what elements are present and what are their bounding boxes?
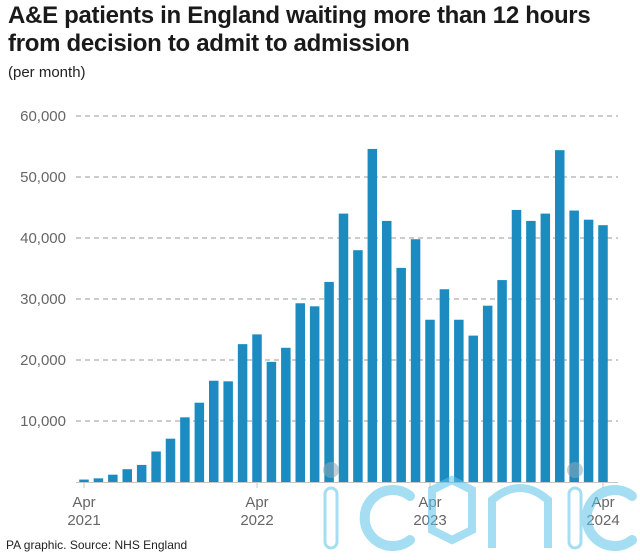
x-tick-label-year: 2024 [586,512,619,529]
bar [511,209,522,482]
bar [194,402,205,482]
bar [266,361,277,482]
bar [252,334,262,482]
bars [79,148,608,483]
watermark-glyph [323,486,339,550]
bar [583,219,594,482]
x-tick-label-month: Apr [245,494,268,511]
bar [555,150,565,482]
bar [569,210,579,483]
bar [338,213,349,482]
bar [209,380,219,482]
watermark-glyph [567,486,583,550]
bar [425,319,435,482]
bar [526,220,536,483]
bar [382,220,392,483]
y-tick-label: 10,000 [20,413,66,430]
source-footer: PA graphic. Source: NHS England [6,538,188,552]
bar [353,250,363,482]
bar [295,303,305,482]
iconic-watermark [323,462,637,551]
chart-title: A&E patients in England waiting more tha… [8,2,591,57]
bar [223,381,233,482]
y-tick-label: 20,000 [20,352,66,369]
bar [281,347,291,482]
bar [439,289,450,482]
y-tick-label: 60,000 [20,108,66,125]
x-tick-label-year: 2022 [240,512,273,529]
chart-subtitle: (per month) [8,64,86,81]
y-tick-label: 30,000 [20,291,66,308]
bar [497,280,507,482]
y-tick-label: 50,000 [20,169,66,186]
bar [410,239,421,482]
bar [93,478,104,482]
bar [180,417,190,482]
bar [454,319,464,482]
bar [151,451,161,482]
watermark-glyph [488,484,552,548]
x-tick-label-month: Apr [72,494,95,511]
watermark-glyph [359,485,415,551]
bar [136,464,147,482]
bar [324,281,334,482]
watermark-glyph [581,485,637,551]
bar [468,335,478,482]
watermark-dot [323,462,339,478]
bar [367,148,378,482]
watermark-glyph [428,475,476,545]
bar [309,306,320,482]
y-tick-label: 40,000 [20,230,66,247]
watermark-dot [567,462,583,478]
bar [396,267,406,482]
bar [540,213,551,482]
y-axis-ticks: 10,000 20,000 30,000 40,000 50,000 60,000 [20,108,66,430]
bar [482,305,493,482]
bar [122,469,132,482]
bar [237,344,248,482]
bar [165,438,176,482]
bar [108,474,118,482]
bar [598,225,608,482]
x-tick-label-year: 2021 [67,512,100,529]
bar [79,479,89,482]
